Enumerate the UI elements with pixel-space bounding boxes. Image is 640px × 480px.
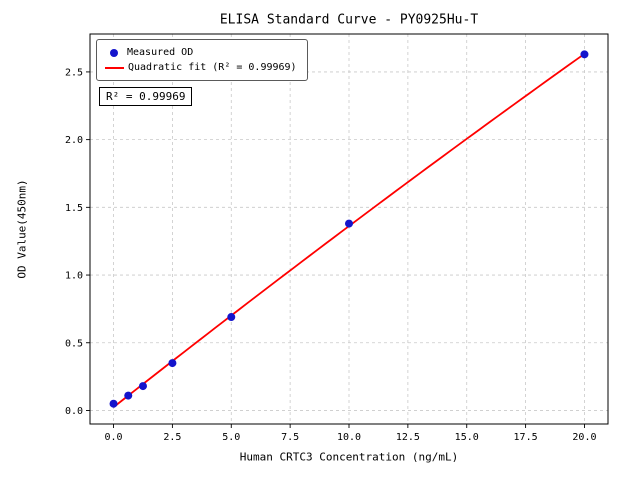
svg-text:10.0: 10.0 — [337, 432, 361, 443]
svg-text:15.0: 15.0 — [455, 432, 479, 443]
svg-text:0.0: 0.0 — [65, 406, 83, 417]
chart-title: ELISA Standard Curve - PY0925Hu-T — [219, 12, 479, 28]
svg-text:0.5: 0.5 — [65, 338, 83, 349]
y-axis-label: OD Value(450nm) — [15, 179, 29, 279]
r-squared-annotation: R² = 0.99969 — [99, 87, 193, 106]
svg-text:0.0: 0.0 — [105, 432, 123, 443]
svg-text:1.0: 1.0 — [65, 271, 83, 282]
x-axis-label: Human CRTC3 Concentration (ng/mL) — [239, 450, 459, 464]
legend-label-quadratic-fit: Quadratic fit (R² = 0.99969) — [128, 62, 297, 73]
fit-line-icon — [105, 66, 124, 69]
scatter-marker-icon — [110, 48, 118, 57]
svg-text:7.5: 7.5 — [281, 432, 299, 443]
svg-text:2.5: 2.5 — [65, 67, 83, 78]
svg-text:1.5: 1.5 — [65, 203, 83, 214]
legend-item-quadratic-fit: Quadratic fit (R² = 0.99969) — [105, 60, 297, 75]
legend-label-measured-od: Measured OD — [127, 47, 194, 58]
svg-text:2.5: 2.5 — [163, 432, 181, 443]
legend-item-measured-od: Measured OD — [105, 45, 297, 60]
svg-text:2.0: 2.0 — [65, 135, 83, 146]
legend: Measured OD Quadratic fit (R² = 0.99969) — [96, 39, 308, 81]
svg-text:5.0: 5.0 — [222, 432, 240, 443]
svg-text:17.5: 17.5 — [514, 432, 538, 443]
svg-text:20.0: 20.0 — [572, 432, 596, 443]
svg-text:12.5: 12.5 — [396, 432, 420, 443]
